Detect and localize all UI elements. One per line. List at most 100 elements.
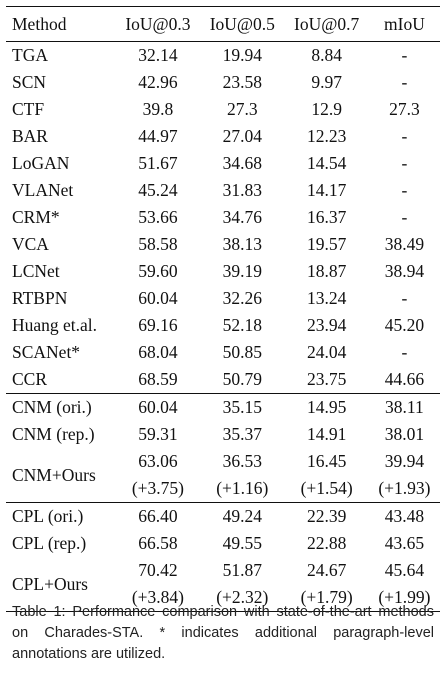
value-cell: 66.58 xyxy=(138,533,178,553)
value-cell: 45.24 xyxy=(138,180,178,200)
value-cell: 22.88 xyxy=(306,533,347,553)
table-row: TGA 32.14 19.94 8.84 - xyxy=(6,42,440,70)
value-cell: 27.3 xyxy=(226,99,258,119)
value-cell: 39.94 xyxy=(384,451,425,471)
gain-cell: (+3.84) xyxy=(131,587,185,607)
gain-cell: (+1.99) xyxy=(378,587,431,607)
value-cell: 35.15 xyxy=(200,393,285,421)
header-miou: mIoU xyxy=(384,13,425,34)
value-cell: 9.97 xyxy=(311,72,342,92)
gain-cell: (+1.79) xyxy=(300,587,353,607)
value-cell: - xyxy=(401,207,408,227)
value-cell: 18.87 xyxy=(306,261,347,281)
value-cell: 14.91 xyxy=(306,424,347,444)
method-cell: LCNet xyxy=(12,261,60,281)
value-cell: 12.9 xyxy=(311,99,342,119)
value-cell: 19.57 xyxy=(306,234,347,254)
gain-cell: (+1.16) xyxy=(216,478,269,498)
value-cell: 34.76 xyxy=(222,207,262,227)
gain-cell: (+1.54) xyxy=(300,478,353,498)
value-cell: 43.48 xyxy=(368,502,440,530)
value-cell: 14.54 xyxy=(306,153,347,173)
table-row: CNM (rep.) 59.31 35.37 14.91 38.01 xyxy=(6,421,440,448)
value-cell: 39.8 xyxy=(142,99,174,119)
table-row: SCN 42.96 23.58 9.97 - xyxy=(6,69,440,96)
value-cell: 35.37 xyxy=(222,424,262,444)
value-cell: 53.66 xyxy=(138,207,178,227)
value-cell: 66.40 xyxy=(115,502,201,530)
table-row: CPL+Ours 70.42 51.87 24.67 45.64 xyxy=(6,557,440,594)
method-cell: VCA xyxy=(12,234,49,254)
method-cell: VLANet xyxy=(12,180,74,200)
method-cell: TGA xyxy=(12,45,48,65)
header-iou03: IoU@0.3 xyxy=(125,13,191,34)
gain-cell: (+1.93) xyxy=(378,478,431,498)
method-cell: BAR xyxy=(12,126,48,146)
header-row: Method IoU@0.3 IoU@0.5 IoU@0.7 mIoU xyxy=(6,6,440,42)
table-row: LoGAN 51.67 34.68 14.54 - xyxy=(6,150,440,177)
value-cell: 8.84 xyxy=(311,45,342,65)
method-cell: CPL (rep.) xyxy=(12,533,87,553)
value-cell: 38.94 xyxy=(384,261,425,281)
value-cell: 38.49 xyxy=(384,234,425,254)
table-row: CPL (ori.) 66.40 49.24 22.39 43.48 xyxy=(6,502,440,530)
value-cell: 22.39 xyxy=(284,502,369,530)
table-row: SCANet* 68.04 50.85 24.04 - xyxy=(6,339,440,366)
value-cell: - xyxy=(401,153,408,173)
header-iou05: IoU@0.5 xyxy=(209,13,275,34)
method-cell: SCANet* xyxy=(12,342,81,362)
cpl-group: CPL (ori.) 66.40 49.24 22.39 43.48 CPL (rep.… xyxy=(6,502,440,612)
value-cell: 43.65 xyxy=(384,533,425,553)
value-cell: 31.83 xyxy=(222,180,262,200)
value-cell: 38.13 xyxy=(222,234,262,254)
method-cell: CNM (ori.) xyxy=(6,393,116,421)
value-cell: 44.66 xyxy=(384,369,425,389)
value-cell: - xyxy=(401,126,408,146)
baseline-rows: TGA 32.14 19.94 8.84 - SCN 42.96 23.58 9.97 - CT… xyxy=(6,42,440,394)
value-cell: 45.20 xyxy=(384,315,425,335)
method-cell: CNM (rep.) xyxy=(12,424,95,444)
value-cell: 69.16 xyxy=(138,315,178,335)
value-cell: 32.14 xyxy=(138,45,178,65)
value-cell: 60.04 xyxy=(115,393,201,421)
value-cell: 44.97 xyxy=(138,126,178,146)
method-cell: RTBPN xyxy=(12,288,68,308)
table-row: CCR 68.59 50.79 23.75 44.66 xyxy=(6,366,440,394)
table-row: RTBPN 60.04 32.26 13.24 - xyxy=(6,285,440,312)
value-cell: 23.75 xyxy=(306,369,347,389)
value-cell: 49.55 xyxy=(222,533,262,553)
value-cell: 39.19 xyxy=(222,261,262,281)
value-cell: 60.04 xyxy=(138,288,178,308)
method-cell: CPL (ori.) xyxy=(6,502,116,530)
value-cell: 27.3 xyxy=(389,99,420,119)
value-cell: 16.37 xyxy=(306,207,347,227)
gain-row: (+3.84) (+2.32) (+1.79) (+1.99) xyxy=(6,584,440,612)
value-cell: 14.17 xyxy=(306,180,347,200)
value-cell: 19.94 xyxy=(222,45,262,65)
table-row: LCNet 59.60 39.19 18.87 38.94 xyxy=(6,258,440,285)
table-row: BAR 44.97 27.04 12.23 - xyxy=(6,123,440,150)
value-cell: 70.42 xyxy=(138,560,178,580)
table-row: VCA 58.58 38.13 19.57 38.49 xyxy=(6,231,440,258)
method-cell: SCN xyxy=(12,72,47,92)
value-cell: - xyxy=(401,180,408,200)
table-row: CNM+Ours 63.06 36.53 16.45 39.94 xyxy=(6,448,440,485)
method-cell: CTF xyxy=(12,99,45,119)
value-cell: 50.79 xyxy=(222,369,262,389)
value-cell: 68.04 xyxy=(138,342,178,362)
value-cell: 63.06 xyxy=(138,451,178,471)
value-cell: 24.04 xyxy=(306,342,347,362)
table-row: CNM (ori.) 60.04 35.15 14.95 38.11 xyxy=(6,393,440,421)
value-cell: 58.58 xyxy=(138,234,178,254)
method-cell: Huang et.al. xyxy=(12,315,98,335)
header-method: Method xyxy=(12,13,67,34)
table-row: CPL (rep.) 66.58 49.55 22.88 43.65 xyxy=(6,530,440,557)
value-cell: 68.59 xyxy=(138,369,178,389)
method-cell: CRM* xyxy=(12,207,60,227)
value-cell: 32.26 xyxy=(222,288,262,308)
value-cell: 27.04 xyxy=(222,126,262,146)
gain-cell: (+2.32) xyxy=(216,587,269,607)
method-cell: LoGAN xyxy=(12,153,70,173)
value-cell: 13.24 xyxy=(306,288,347,308)
